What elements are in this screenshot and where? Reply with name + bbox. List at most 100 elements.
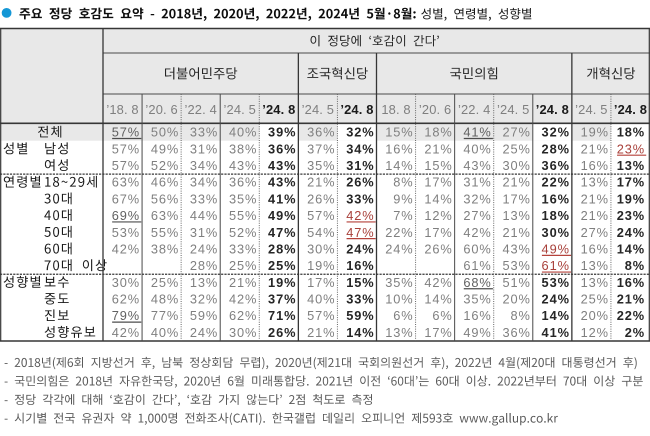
svg-text:27%: 27% — [581, 225, 609, 240]
svg-text:16%: 16% — [385, 141, 413, 156]
svg-text:32%: 32% — [346, 125, 374, 140]
svg-text:47%: 47% — [346, 225, 374, 240]
svg-text:48%: 48% — [151, 292, 179, 307]
svg-text:35%: 35% — [229, 191, 257, 206]
svg-text:25%: 25% — [151, 275, 179, 290]
svg-text:69%: 69% — [112, 208, 140, 223]
svg-text:41%: 41% — [463, 125, 491, 140]
svg-text:33%: 33% — [229, 241, 257, 256]
svg-text:34%: 34% — [190, 158, 218, 173]
svg-text:63%: 63% — [112, 175, 140, 190]
svg-text:25%: 25% — [502, 141, 530, 156]
svg-text:49%: 49% — [151, 141, 179, 156]
svg-text:59%: 59% — [190, 308, 218, 323]
svg-text:18. 8: 18. 8 — [381, 102, 410, 117]
svg-text:8%: 8% — [625, 258, 645, 273]
svg-text:14%: 14% — [617, 241, 645, 256]
svg-text:26%: 26% — [268, 325, 296, 340]
svg-text:40%: 40% — [151, 325, 179, 340]
svg-text:31%: 31% — [190, 141, 218, 156]
svg-text:19%: 19% — [581, 125, 609, 140]
svg-text:24%: 24% — [385, 241, 413, 256]
svg-text:40%: 40% — [463, 141, 491, 156]
svg-text:20%: 20% — [502, 292, 530, 307]
svg-text:22%: 22% — [617, 308, 645, 323]
svg-text:37%: 37% — [307, 141, 335, 156]
svg-text:67%: 67% — [112, 191, 140, 206]
svg-text:62%: 62% — [112, 292, 140, 307]
svg-text:49%: 49% — [463, 325, 491, 340]
svg-text:62%: 62% — [229, 308, 257, 323]
svg-text:43%: 43% — [463, 158, 491, 173]
svg-text:6%: 6% — [393, 308, 413, 323]
svg-text:46%: 46% — [151, 175, 179, 190]
svg-text:14%: 14% — [424, 292, 452, 307]
svg-text:17%: 17% — [424, 225, 452, 240]
svg-text:57%: 57% — [307, 208, 335, 223]
svg-text:53%: 53% — [112, 225, 140, 240]
svg-text:53%: 53% — [542, 275, 570, 290]
svg-text:18%: 18% — [617, 125, 645, 140]
svg-text:30%: 30% — [307, 241, 335, 256]
svg-text:32%: 32% — [542, 125, 570, 140]
svg-text:8%: 8% — [393, 175, 413, 190]
svg-text:61%: 61% — [542, 258, 570, 273]
svg-text:13%: 13% — [502, 208, 530, 223]
svg-text:51%: 51% — [502, 275, 530, 290]
svg-text:24%: 24% — [617, 225, 645, 240]
svg-text:16%: 16% — [617, 275, 645, 290]
svg-text:’20. 6: ’20. 6 — [419, 102, 451, 117]
svg-text:19%: 19% — [617, 191, 645, 206]
svg-text:21%: 21% — [617, 292, 645, 307]
svg-text:28%: 28% — [190, 258, 218, 273]
svg-text:25%: 25% — [268, 258, 296, 273]
svg-text:30%: 30% — [502, 158, 530, 173]
svg-text:42%: 42% — [112, 241, 140, 256]
svg-text:42%: 42% — [112, 325, 140, 340]
svg-text:17%: 17% — [617, 175, 645, 190]
svg-text:41%: 41% — [542, 325, 570, 340]
svg-text:37%: 37% — [268, 292, 296, 307]
svg-text:’24. 8: ’24. 8 — [536, 102, 569, 117]
svg-text:36%: 36% — [542, 158, 570, 173]
svg-text:’24. 8: ’24. 8 — [340, 102, 373, 117]
svg-text:38%: 38% — [151, 241, 179, 256]
svg-text:77%: 77% — [151, 308, 179, 323]
svg-text:26%: 26% — [307, 191, 335, 206]
svg-text:15%: 15% — [346, 275, 374, 290]
svg-text:32%: 32% — [463, 191, 491, 206]
svg-text:13%: 13% — [581, 275, 609, 290]
svg-text:’24. 8: ’24. 8 — [262, 102, 295, 117]
svg-text:35%: 35% — [463, 292, 491, 307]
svg-text:33%: 33% — [346, 191, 374, 206]
svg-text:49%: 49% — [268, 208, 296, 223]
svg-text:’22. 4: ’22. 4 — [184, 102, 216, 117]
svg-text:13%: 13% — [617, 158, 645, 173]
svg-text:’22. 4: ’22. 4 — [458, 102, 490, 117]
svg-text:23%: 23% — [617, 141, 645, 156]
svg-text:14%: 14% — [385, 158, 413, 173]
svg-text:71%: 71% — [268, 308, 296, 323]
svg-text:25%: 25% — [581, 292, 609, 307]
svg-text:36%: 36% — [307, 125, 335, 140]
svg-text:2%: 2% — [625, 325, 645, 340]
svg-text:43%: 43% — [268, 175, 296, 190]
svg-text:57%: 57% — [112, 125, 140, 140]
svg-text:52%: 52% — [229, 225, 257, 240]
svg-text:22%: 22% — [542, 175, 570, 190]
svg-text:22%: 22% — [385, 225, 413, 240]
svg-text:43%: 43% — [229, 158, 257, 173]
svg-text:40%: 40% — [229, 125, 257, 140]
svg-text:10%: 10% — [385, 292, 413, 307]
svg-text:’24. 5: ’24. 5 — [497, 102, 529, 117]
svg-text:8%: 8% — [510, 308, 530, 323]
svg-text:79%: 79% — [112, 308, 140, 323]
svg-text:12%: 12% — [424, 208, 452, 223]
svg-text:13%: 13% — [190, 275, 218, 290]
svg-text:30%: 30% — [112, 275, 140, 290]
svg-text:19%: 19% — [268, 275, 296, 290]
svg-text:13%: 13% — [581, 258, 609, 273]
svg-text:30%: 30% — [229, 325, 257, 340]
svg-text:34%: 34% — [190, 175, 218, 190]
svg-text:17%: 17% — [424, 175, 452, 190]
